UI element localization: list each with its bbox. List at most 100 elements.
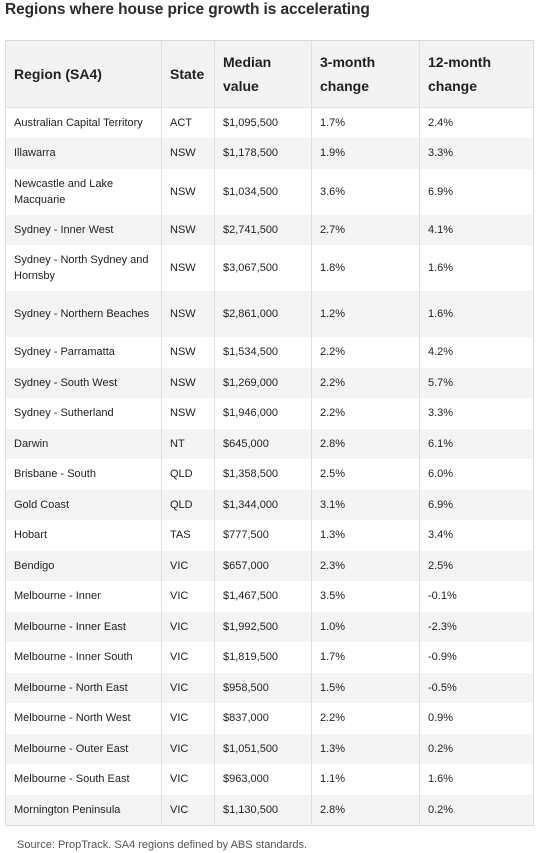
three-month-change-cell: 2.7%: [311, 214, 420, 245]
twelve-month-change-cell: 6.1%: [419, 428, 534, 459]
three-month-change-cell: 2.8%: [311, 794, 420, 825]
region-cell: Sydney - Sutherland: [5, 398, 162, 429]
median-value-cell: $1,095,500: [214, 107, 312, 138]
region-cell: Mornington Peninsula: [5, 794, 162, 825]
state-cell: NSW: [161, 245, 215, 291]
twelve-month-change-cell: 1.6%: [419, 764, 534, 795]
table-row: Sydney - Northern Beaches NSW $2,861,000 1.…: [5, 291, 534, 337]
twelve-month-change-cell: 4.2%: [419, 337, 534, 368]
median-value-cell: $1,946,000: [214, 398, 312, 429]
median-value-cell: $657,000: [214, 550, 312, 581]
state-cell: QLD: [161, 459, 215, 490]
data-table: Region (SA4) State Median value 3-month …: [5, 40, 534, 826]
table-row: Melbourne - Inner East VIC $1,992,500 1.0% -…: [5, 611, 534, 642]
table-row: Gold Coast QLD $1,344,000 3.1% 6.9%: [5, 489, 534, 520]
twelve-month-change-cell: 3.4%: [419, 520, 534, 551]
median-value-cell: $1,992,500: [214, 611, 312, 642]
state-cell: QLD: [161, 489, 215, 520]
state-cell: ACT: [161, 107, 215, 138]
three-month-change-cell: 1.1%: [311, 764, 420, 795]
median-value-cell: $1,467,500: [214, 581, 312, 612]
three-month-change-cell: 1.5%: [311, 672, 420, 703]
three-month-change-cell: 2.2%: [311, 703, 420, 734]
region-cell: Australian Capital Territory: [5, 107, 162, 138]
three-month-change-cell: 3.6%: [311, 168, 420, 215]
median-value-cell: $1,358,500: [214, 459, 312, 490]
three-month-change-cell: 1.0%: [311, 611, 420, 642]
median-value-cell: $1,819,500: [214, 642, 312, 673]
state-cell: NSW: [161, 168, 215, 215]
twelve-month-change-cell: 0.2%: [419, 733, 534, 764]
state-cell: NSW: [161, 138, 215, 169]
state-cell: VIC: [161, 733, 215, 764]
table-row: Brisbane - South QLD $1,358,500 2.5% 6.0%: [5, 459, 534, 490]
region-cell: Melbourne - North East: [5, 672, 162, 703]
twelve-month-change-cell: 4.1%: [419, 214, 534, 245]
state-cell: NT: [161, 428, 215, 459]
three-month-change-cell: 1.7%: [311, 107, 420, 138]
state-cell: VIC: [161, 794, 215, 825]
state-cell: VIC: [161, 550, 215, 581]
three-month-change-cell: 1.3%: [311, 520, 420, 551]
state-cell: VIC: [161, 581, 215, 612]
twelve-month-change-cell: 6.9%: [419, 489, 534, 520]
three-month-change-cell: 1.3%: [311, 733, 420, 764]
twelve-month-change-cell: -0.1%: [419, 581, 534, 612]
three-month-change-cell: 2.2%: [311, 398, 420, 429]
twelve-month-change-cell: 6.0%: [419, 459, 534, 490]
state-cell: VIC: [161, 672, 215, 703]
twelve-month-change-cell: 5.7%: [419, 367, 534, 398]
median-value-cell: $1,051,500: [214, 733, 312, 764]
region-cell: Bendigo: [5, 550, 162, 581]
twelve-month-change-cell: 1.6%: [419, 291, 534, 337]
table-row: Illawarra NSW $1,178,500 1.9% 3.3%: [5, 138, 534, 169]
table-row: Bendigo VIC $657,000 2.3% 2.5%: [5, 550, 534, 581]
column-header-3-month-change: 3-month change: [311, 40, 420, 108]
twelve-month-change-cell: 1.6%: [419, 245, 534, 291]
table-row: Melbourne - North West VIC $837,000 2.2% 0.9…: [5, 703, 534, 734]
state-cell: VIC: [161, 703, 215, 734]
three-month-change-cell: 1.2%: [311, 291, 420, 337]
region-cell: Sydney - North Sydney and Hornsby: [5, 245, 162, 291]
median-value-cell: $963,000: [214, 764, 312, 795]
region-cell: Sydney - Inner West: [5, 214, 162, 245]
column-header-region: Region (SA4): [5, 40, 162, 108]
table-row: Melbourne - Outer East VIC $1,051,500 1.3% 0…: [5, 733, 534, 764]
region-cell: Melbourne - South East: [5, 764, 162, 795]
region-cell: Melbourne - North West: [5, 703, 162, 734]
twelve-month-change-cell: 0.2%: [419, 794, 534, 825]
table-row: Sydney - North Sydney and Hornsby NSW $3,0…: [5, 245, 534, 291]
source-note: Source: PropTrack. SA4 regions defined b…: [17, 839, 308, 851]
median-value-cell: $958,500: [214, 672, 312, 703]
median-value-cell: $837,000: [214, 703, 312, 734]
table-row: Sydney - Sutherland NSW $1,946,000 2.2% 3.3%: [5, 398, 534, 429]
table-row: Sydney - South West NSW $1,269,000 2.2% 5.7%: [5, 367, 534, 398]
twelve-month-change-cell: -2.3%: [419, 611, 534, 642]
median-value-cell: $3,067,500: [214, 245, 312, 291]
three-month-change-cell: 2.2%: [311, 337, 420, 368]
three-month-change-cell: 1.8%: [311, 245, 420, 291]
twelve-month-change-cell: -0.9%: [419, 642, 534, 673]
region-cell: Gold Coast: [5, 489, 162, 520]
state-cell: VIC: [161, 611, 215, 642]
region-cell: Sydney - South West: [5, 367, 162, 398]
region-cell: Darwin: [5, 428, 162, 459]
three-month-change-cell: 3.5%: [311, 581, 420, 612]
table-row: Melbourne - South East VIC $963,000 1.1% 1.6…: [5, 764, 534, 795]
three-month-change-cell: 2.3%: [311, 550, 420, 581]
twelve-month-change-cell: 0.9%: [419, 703, 534, 734]
median-value-cell: $1,344,000: [214, 489, 312, 520]
table-row: Sydney - Inner West NSW $2,741,500 2.7% 4.1%: [5, 214, 534, 245]
median-value-cell: $2,741,500: [214, 214, 312, 245]
region-cell: Melbourne - Outer East: [5, 733, 162, 764]
table-row: Melbourne - Inner VIC $1,467,500 3.5% -0.1%: [5, 581, 534, 612]
table-row: Darwin NT $645,000 2.8% 6.1%: [5, 428, 534, 459]
state-cell: VIC: [161, 642, 215, 673]
median-value-cell: $1,130,500: [214, 794, 312, 825]
median-value-cell: $645,000: [214, 428, 312, 459]
twelve-month-change-cell: 3.3%: [419, 138, 534, 169]
median-value-cell: $1,178,500: [214, 138, 312, 169]
table-row: Newcastle and Lake Macquarie NSW $1,034,50…: [5, 168, 534, 215]
region-cell: Illawarra: [5, 138, 162, 169]
region-cell: Melbourne - Inner: [5, 581, 162, 612]
